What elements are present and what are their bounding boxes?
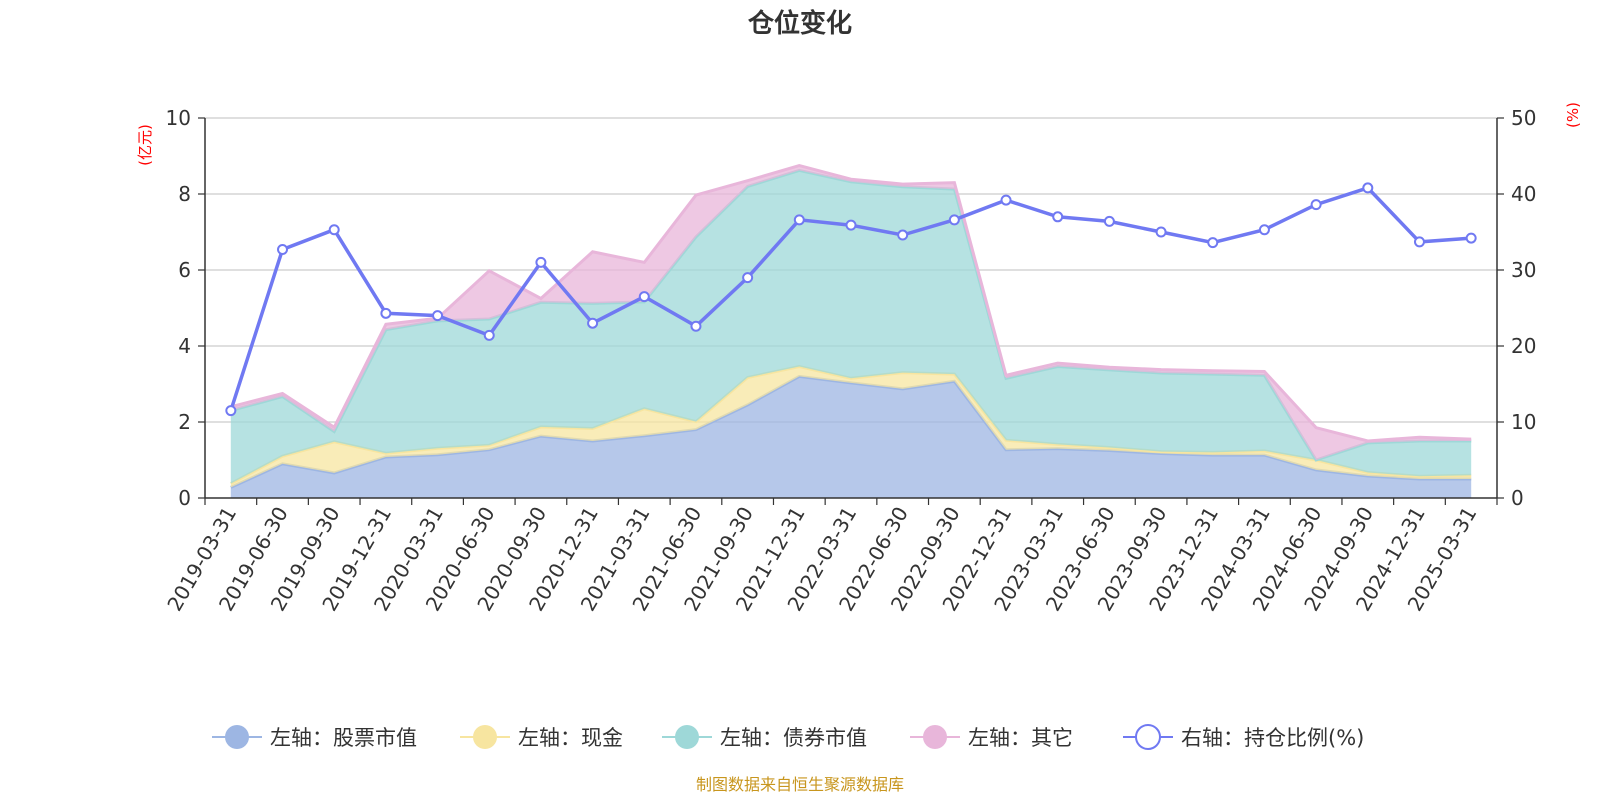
line-point [1207, 237, 1219, 249]
legend-label[interactable]: 左轴：其它 [968, 726, 1073, 750]
left-y-tick-label: 10 [166, 106, 191, 130]
line-point [793, 214, 805, 226]
legend-label[interactable]: 右轴：持仓比例(%) [1181, 726, 1364, 750]
line-point [1413, 236, 1425, 248]
line-point [225, 405, 237, 417]
right-y-tick-label: 50 [1511, 106, 1536, 130]
legend-swatch-marker[interactable] [923, 725, 947, 749]
line-point [277, 243, 289, 255]
legend-swatch-marker[interactable] [1135, 724, 1161, 750]
line-point [1310, 199, 1322, 211]
position-ratio-line [225, 182, 1477, 417]
line-point [1258, 224, 1270, 236]
line-point [483, 329, 495, 341]
left-y-tick-label: 2 [178, 410, 191, 434]
legend-label[interactable]: 左轴：现金 [518, 726, 623, 750]
legend-swatch-marker[interactable] [225, 725, 249, 749]
right-y-tick-label: 10 [1511, 410, 1536, 434]
line-point [328, 224, 340, 236]
line-point [897, 229, 909, 241]
left-axis-unit: (亿元) [136, 124, 154, 166]
line-point [948, 214, 960, 226]
right-y-tick-label: 30 [1511, 258, 1536, 282]
legend: 左轴：股票市值 左轴：现金 左轴：债券市值 左轴：其它 右轴：持仓比例(%) [212, 724, 1364, 750]
left-y-tick-label: 0 [178, 486, 191, 510]
right-axis-unit: (%) [1564, 102, 1582, 128]
line-point [535, 256, 547, 268]
line-point [742, 272, 754, 284]
line-point [845, 219, 857, 231]
right-y-tick-label: 40 [1511, 182, 1536, 206]
line-point [380, 307, 392, 319]
line-point [1000, 194, 1012, 206]
line-point [1052, 211, 1064, 223]
line-point [690, 320, 702, 332]
chart-title: 仓位变化 [747, 8, 852, 39]
left-y-tick-label: 8 [178, 182, 191, 206]
left-y-tick-label: 4 [178, 334, 191, 358]
stacked-areas [230, 163, 1472, 498]
line-point [1103, 215, 1115, 227]
area-左轴：股票市值 [230, 376, 1472, 498]
line-point [1362, 182, 1374, 194]
line-point [1155, 226, 1167, 238]
line-point [432, 310, 444, 322]
left-y-tick-label: 6 [178, 258, 191, 282]
legend-label[interactable]: 左轴：股票市值 [270, 726, 417, 750]
line-point [638, 291, 650, 303]
line-point [587, 317, 599, 329]
line-point [1465, 232, 1477, 244]
legend-swatch-marker[interactable] [473, 725, 497, 749]
legend-label[interactable]: 左轴：债券市值 [720, 726, 867, 750]
source-note: 制图数据来自恒生聚源数据库 [696, 775, 904, 794]
legend-swatch-marker[interactable] [675, 725, 699, 749]
area-左轴：其它 [230, 165, 1472, 460]
right-y-tick-label: 20 [1511, 334, 1536, 358]
right-y-tick-label: 0 [1511, 486, 1524, 510]
area-左轴：债券市值 [230, 170, 1472, 484]
